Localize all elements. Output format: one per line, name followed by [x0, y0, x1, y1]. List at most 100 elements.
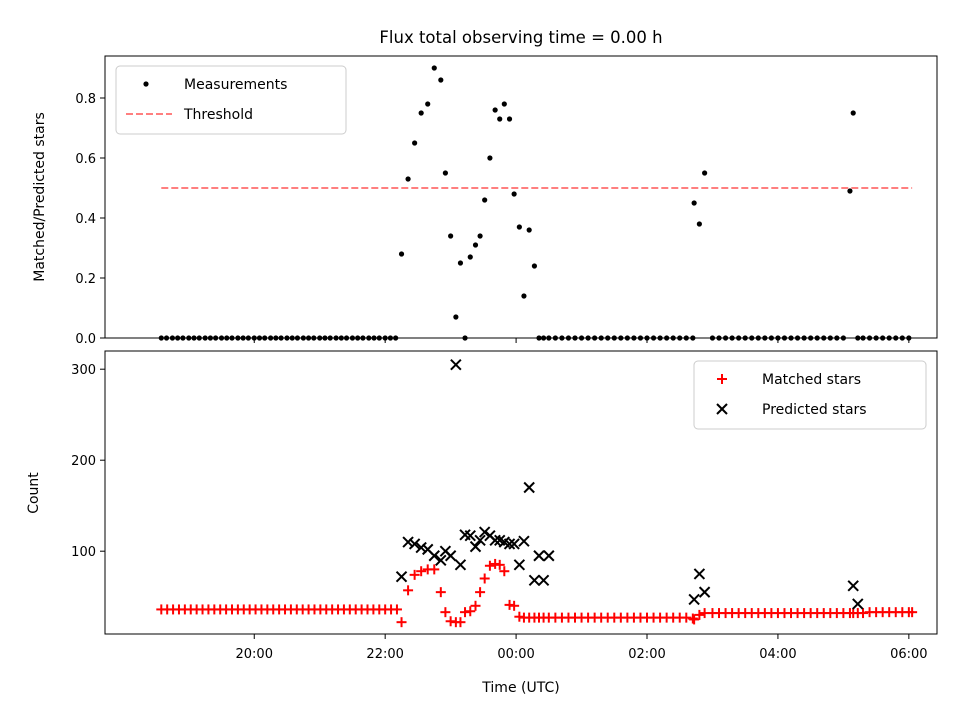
predicted-star-point: [518, 535, 530, 547]
predicted-star-point: [847, 580, 859, 592]
measurement-point: [847, 188, 853, 194]
measurement-point: [497, 116, 503, 122]
legend-label: Matched stars: [762, 372, 861, 388]
measurement-point: [487, 155, 493, 161]
predicted-star-point: [852, 598, 864, 610]
measurement-point: [412, 140, 418, 146]
measurement-point: [467, 254, 473, 260]
measurement-point: [405, 176, 411, 182]
predicted-star-point: [469, 540, 482, 553]
count-y-tick-label: 100: [71, 545, 96, 560]
count-y-tick-label: 200: [71, 454, 96, 469]
measurement-point: [531, 263, 538, 269]
legend-label: Predicted stars: [762, 402, 867, 418]
measurement-point: [438, 77, 444, 83]
x-axis-label: Time (UTC): [481, 680, 559, 696]
count-panel: 20:00 22:00 00:00 02:00 04:00 06:00 100 200 300 M…: [71, 350, 938, 662]
predicted-star-point: [543, 550, 555, 562]
matched-star-point: [440, 607, 451, 618]
predicted-star-point: [435, 554, 447, 566]
count-x-tick-label: 06:00: [890, 647, 927, 662]
matched-star-point: [494, 559, 505, 570]
matched-star-point: [694, 609, 705, 620]
ratio-panel: 0.0 0.2 0.4 0.6 0.8 Measurements Threshold: [75, 55, 938, 347]
count-x-tick-label: 22:00: [366, 647, 403, 662]
ratio-y-tick-label: 0.0: [75, 332, 96, 347]
matched-star-point: [689, 614, 700, 625]
measurement-point: [477, 233, 483, 239]
predicted-star-point: [688, 593, 700, 606]
measurement-point: [516, 224, 522, 230]
measurement-point: [431, 65, 437, 71]
predicted-star-point: [693, 568, 706, 580]
matched-star-point: [391, 604, 402, 615]
measurement-point: [425, 101, 431, 107]
measurement-point: [482, 197, 488, 203]
predicted-star-point: [408, 538, 421, 550]
predicted-star-point: [402, 536, 414, 548]
measurement-point: [472, 242, 479, 248]
measurement-point: [418, 110, 424, 116]
matched-star-point: [416, 566, 427, 577]
legend-label: Threshold: [183, 107, 253, 123]
measurement-point: [457, 260, 464, 266]
measurement-point: [501, 101, 507, 107]
ratio-legend: Measurements Threshold: [115, 65, 347, 135]
matched-star-point: [429, 564, 440, 575]
measurement-point: [492, 107, 498, 113]
ratio-y-tick-label: 0.2: [75, 272, 96, 287]
measurement-point: [448, 233, 454, 239]
count-x-tick-label: 00:00: [497, 647, 534, 662]
matched-star-point: [396, 617, 407, 628]
count-y-axis-label: Count: [26, 472, 42, 514]
legend-measurement-swatch: [143, 81, 149, 87]
ratio-y-tick-label: 0.6: [75, 152, 96, 167]
predicted-star-point: [464, 530, 476, 542]
chart-title: Flux total observing time = 0.00 h: [379, 28, 662, 47]
predicted-star-point: [533, 550, 545, 562]
matched-star-point: [479, 573, 490, 584]
matched-star-point: [475, 587, 486, 598]
ratio-y-axis-label: Matched/Predicted stars: [32, 112, 48, 282]
matched-star-point: [435, 587, 446, 598]
matched-star-point: [403, 585, 414, 596]
measurement-point: [850, 110, 856, 116]
predicted-star-point: [528, 574, 541, 587]
legend-matched-swatch: [717, 374, 727, 384]
matched-star-point: [455, 617, 466, 628]
predicted-star-point: [474, 534, 486, 546]
matched-star-point: [499, 566, 510, 577]
count-axes-frame: [104, 350, 938, 635]
ratio-axes-frame: [104, 55, 938, 339]
predicted-star-point: [489, 534, 501, 546]
matched-star-point: [470, 600, 481, 611]
legend-predicted-swatch: [716, 403, 728, 415]
matched-star-point: [509, 600, 520, 611]
predicted-star-point: [523, 481, 535, 494]
matched-star-point: [907, 607, 918, 618]
predicted-star-point: [428, 550, 440, 562]
predicted-star-point: [478, 526, 491, 538]
measurement-point: [442, 170, 448, 176]
measurement-point: [506, 116, 513, 122]
measurement-point: [526, 227, 532, 233]
ratio-y-tick-label: 0.8: [75, 92, 96, 107]
count-x-tick-label: 04:00: [759, 647, 796, 662]
predicted-star-point: [508, 538, 520, 550]
ratio-y-tick-label: 0.4: [75, 212, 96, 227]
predicted-star-point: [415, 541, 427, 554]
measurement-point: [511, 191, 517, 197]
count-legend: Matched stars Predicted stars: [693, 360, 927, 430]
measurement-point: [696, 221, 702, 227]
matched-star-point: [484, 560, 495, 571]
measurement-point: [691, 200, 697, 206]
predicted-star-point: [503, 538, 516, 550]
measurement-point: [702, 170, 708, 176]
predicted-star-point: [513, 559, 526, 571]
predicted-star-point: [698, 586, 711, 598]
measurement-point: [453, 314, 459, 320]
matched-star-point: [409, 569, 420, 580]
legend-label: Measurements: [184, 77, 287, 93]
predicted-star-point: [537, 574, 550, 587]
